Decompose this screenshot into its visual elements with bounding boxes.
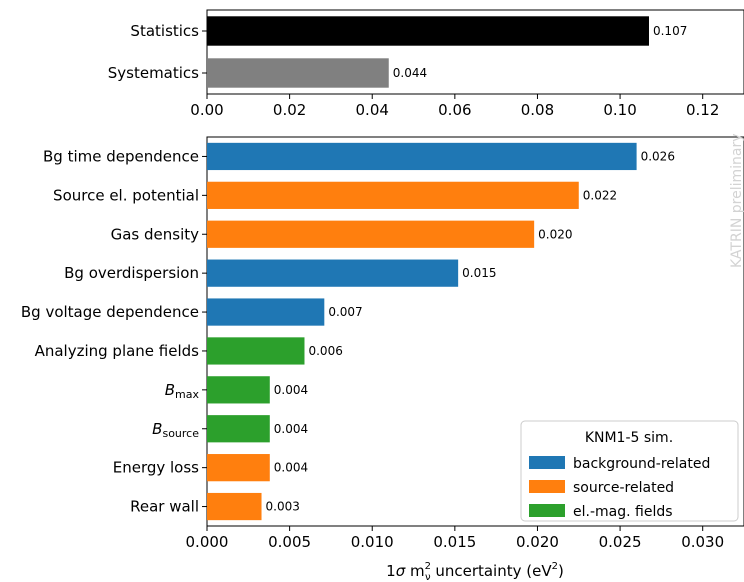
top-category-label: Systematics xyxy=(108,64,199,82)
bottom-category-label: Bg overdispersion xyxy=(64,264,199,282)
top-category-label: Statistics xyxy=(130,22,199,40)
bottom-xtick-label: 0.020 xyxy=(516,533,559,551)
bottom-bar xyxy=(207,337,305,365)
bottom-category-label: Analyzing plane fields xyxy=(35,342,200,360)
bottom-category-label: Bsource xyxy=(152,420,199,440)
top-bar xyxy=(207,16,649,46)
bottom-data-label: 0.026 xyxy=(641,149,675,163)
bottom-data-label: 0.004 xyxy=(274,461,308,475)
top-panel: 0.107 Statistics 0.044 Systematics 0.00 0.02 0… xyxy=(108,9,744,119)
bottom-category-label: Source el. potential xyxy=(53,186,199,204)
legend-swatch xyxy=(529,456,565,469)
bottom-xtick-label: 0.015 xyxy=(433,533,476,551)
legend-entry-label: source-related xyxy=(573,480,674,496)
bottom-bar xyxy=(207,376,270,404)
top-frame xyxy=(206,9,744,95)
bottom-category-label: Gas density xyxy=(111,225,200,243)
bottom-bar xyxy=(207,220,535,248)
top-xtick-label: 0.04 xyxy=(356,101,389,119)
bottom-category-label: Bg voltage dependence xyxy=(21,303,199,321)
top-data-label: 0.107 xyxy=(653,24,687,38)
bottom-frame xyxy=(206,136,744,527)
legend-swatch xyxy=(529,504,565,517)
bottom-data-label: 0.004 xyxy=(274,422,308,436)
bottom-xtick-label: 0.025 xyxy=(599,533,642,551)
top-xtick-label: 0.02 xyxy=(273,101,306,119)
bottom-bar xyxy=(207,454,270,482)
bottom-xtick-label: 0.005 xyxy=(268,533,311,551)
x-axis-label-text: 1σ m2 ν uncertainty (eV2) xyxy=(386,561,564,582)
bottom-category-label: Bg time dependence xyxy=(43,147,199,165)
bottom-category-label: Bmax xyxy=(165,381,200,401)
top-xtick-label: 0.10 xyxy=(603,101,636,119)
bottom-bar xyxy=(207,259,459,287)
bottom-xtick-label: 0.030 xyxy=(681,533,724,551)
bottom-xtick-label: 0.010 xyxy=(351,533,394,551)
bottom-bar xyxy=(207,142,637,171)
bottom-data-label: 0.004 xyxy=(274,383,308,397)
bottom-category-label: Rear wall xyxy=(130,498,199,516)
legend-title: KNM1-5 sim. xyxy=(585,430,673,446)
bottom-bar xyxy=(207,415,270,443)
bottom-bar xyxy=(207,492,262,521)
x-axis-label: 1σ m2 ν uncertainty (eV2) xyxy=(386,561,564,582)
bottom-data-label: 0.003 xyxy=(266,500,300,514)
bottom-data-label: 0.006 xyxy=(308,344,342,358)
bottom-data-label: 0.020 xyxy=(538,227,572,241)
top-data-label: 0.044 xyxy=(393,66,427,80)
watermark: KATRIN preliminary xyxy=(729,133,744,268)
legend-swatch xyxy=(529,480,565,493)
top-bar xyxy=(207,58,389,88)
bottom-bar xyxy=(207,181,579,209)
bottom-xtick-label: 0.000 xyxy=(186,533,229,551)
bottom-data-label: 0.022 xyxy=(583,188,617,202)
bottom-bar xyxy=(207,298,325,326)
bottom-data-label: 0.015 xyxy=(462,266,496,280)
bottom-data-label: 0.007 xyxy=(328,305,362,319)
bottom-panel: 0.026 Bg time dependence 0.022 Source el. p… xyxy=(21,136,744,551)
top-xtick-label: 0.00 xyxy=(190,101,223,119)
top-xtick-label: 0.12 xyxy=(686,101,719,119)
legend-frame xyxy=(520,420,739,522)
top-xtick-label: 0.08 xyxy=(521,101,554,119)
bottom-category-label: Energy loss xyxy=(113,459,199,477)
legend: KNM1-5 sim. background-related source-rela… xyxy=(520,420,739,522)
top-xtick-label: 0.06 xyxy=(438,101,471,119)
legend-entry-label: background-related xyxy=(573,456,710,472)
legend-entry-label: el.-mag. fields xyxy=(573,504,673,520)
